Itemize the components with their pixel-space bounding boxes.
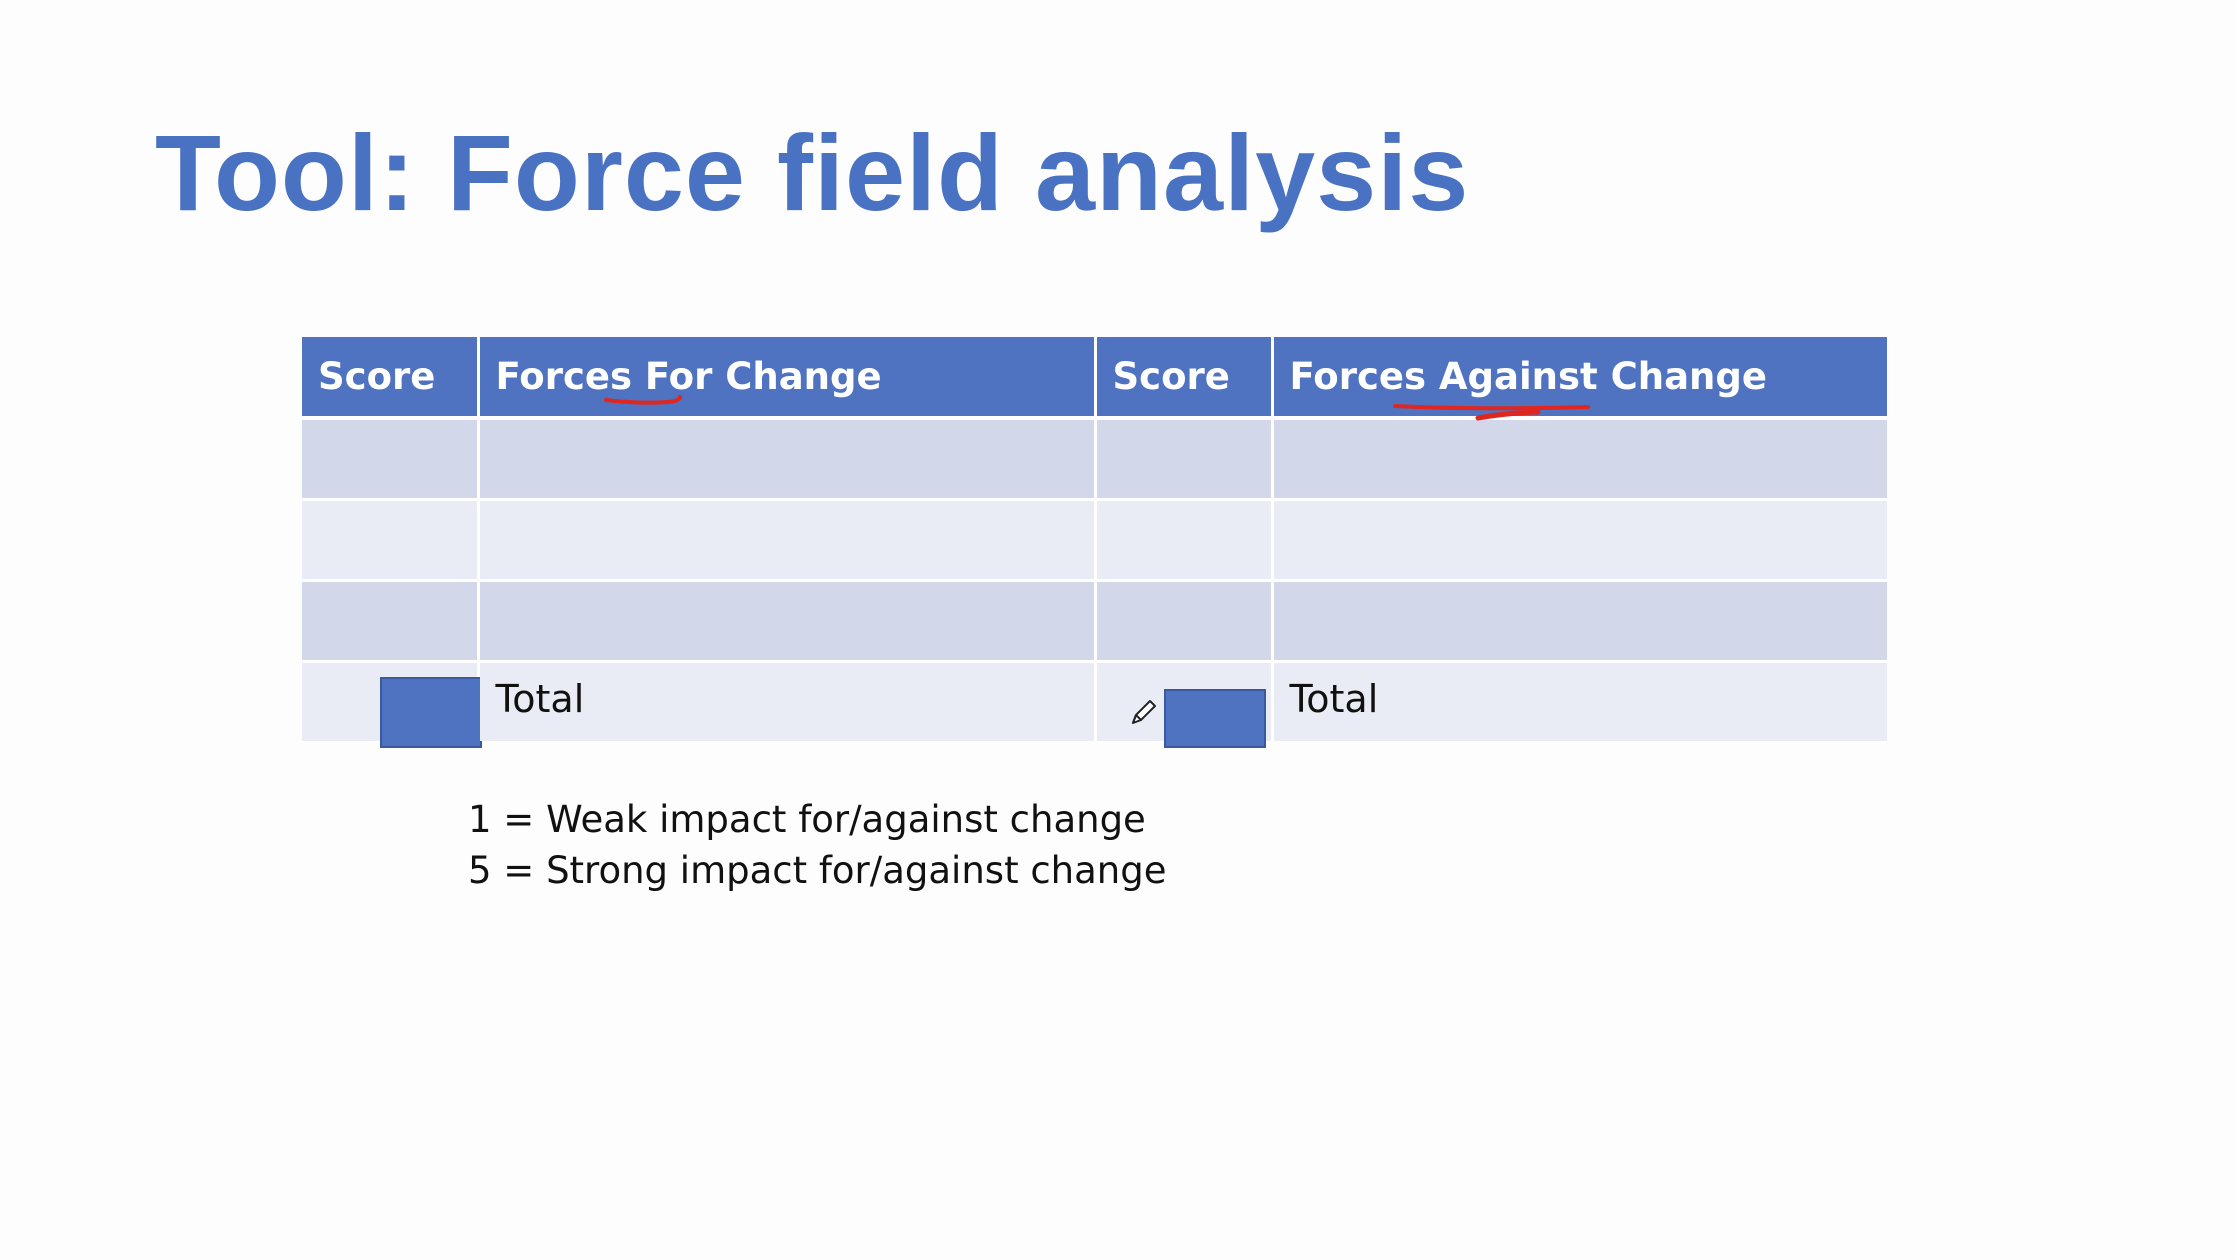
pencil-icon: [1132, 700, 1156, 724]
total-against-box[interactable]: [1163, 689, 1266, 748]
table-cell[interactable]: [1095, 499, 1274, 582]
total-for-label: Total: [495, 677, 585, 721]
table-cell[interactable]: [1095, 418, 1274, 501]
total-against-cell: Total: [1272, 661, 1887, 744]
table-cell[interactable]: [1272, 580, 1887, 663]
table-row: [302, 499, 1887, 582]
header-score-for: Score: [302, 337, 480, 420]
table-cell[interactable]: [1272, 418, 1887, 501]
total-row: Total Total: [302, 661, 1887, 748]
table-cell[interactable]: [1272, 499, 1887, 582]
score-legend-weak: 1 = Weak impact for/against change: [468, 798, 1146, 841]
score-legend: 1 = Weak impact for/against change 5 = S…: [468, 794, 1167, 896]
header-score-against: Score: [1095, 337, 1274, 420]
total-score-against-cell: [1095, 661, 1274, 748]
table-cell[interactable]: [1095, 580, 1274, 663]
table-row: [302, 580, 1887, 663]
force-field-table: Score Forces For Change Score Forces Aga…: [302, 337, 1887, 748]
table-cell[interactable]: [478, 499, 1097, 582]
header-forces-against-change: Forces Against Change: [1272, 337, 1887, 420]
score-legend-strong: 5 = Strong impact for/against change: [468, 849, 1167, 892]
table-cell[interactable]: [302, 580, 480, 663]
total-for-box[interactable]: [380, 677, 482, 748]
table-cell[interactable]: [302, 499, 480, 582]
table-row: [302, 418, 1887, 501]
header-forces-for-change: Forces For Change: [478, 337, 1097, 420]
table-cell[interactable]: [478, 580, 1097, 663]
total-for-cell: Total: [478, 661, 1097, 744]
table-header-row: Score Forces For Change Score Forces Aga…: [302, 337, 1887, 420]
slide-title: Tool: Force field analysis: [155, 112, 1470, 233]
table-cell[interactable]: [478, 418, 1097, 501]
total-against-label: Total: [1289, 677, 1379, 721]
table-cell[interactable]: [302, 418, 480, 501]
total-score-for-cell: [302, 661, 482, 748]
